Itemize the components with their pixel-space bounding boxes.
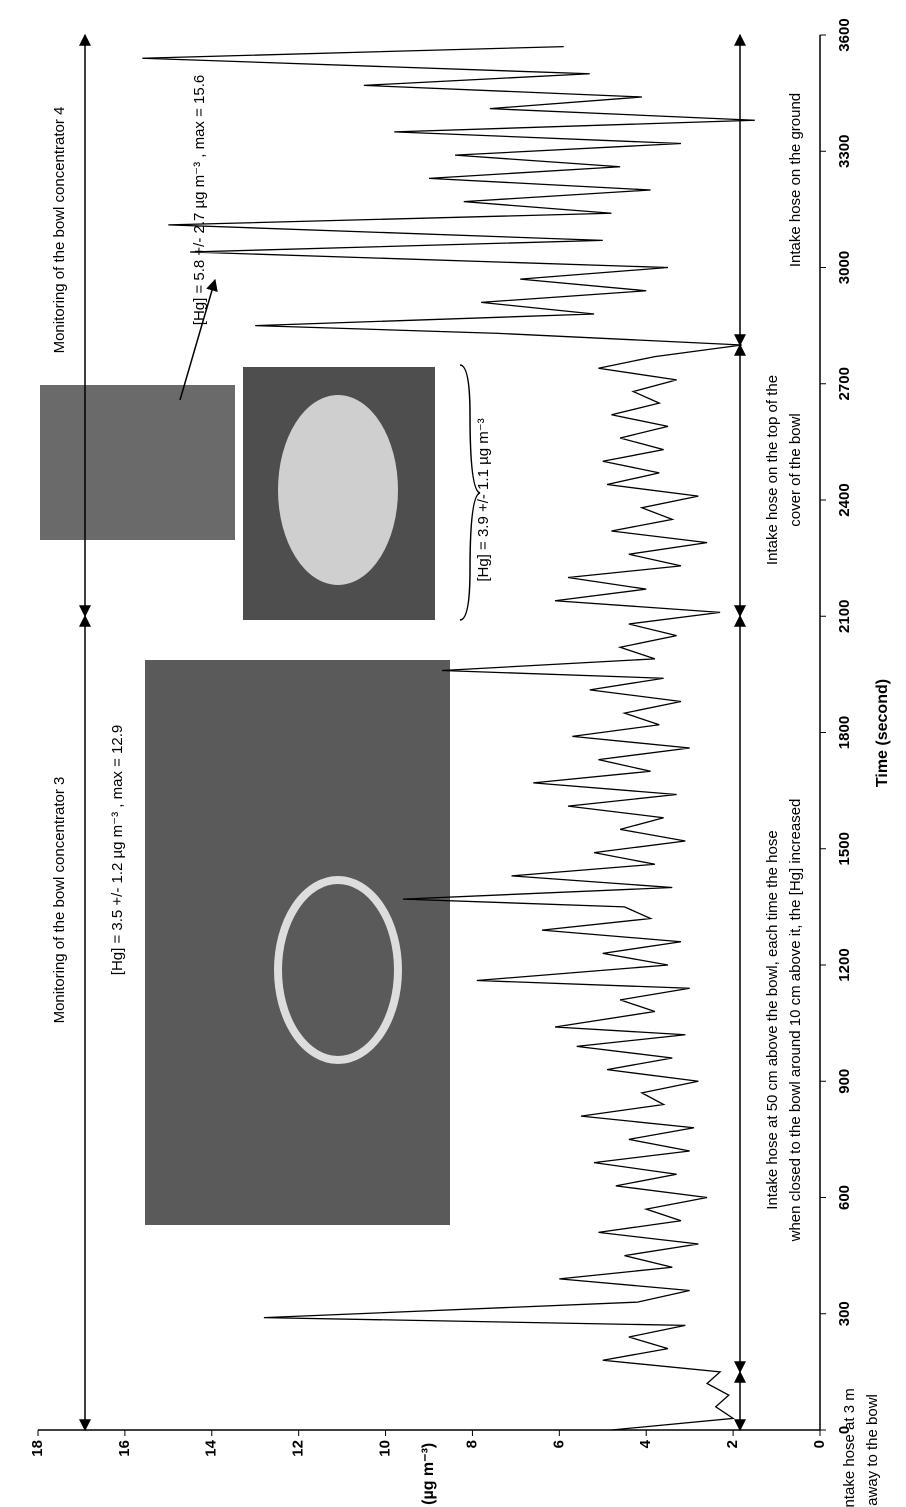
annotation: Intake hose on the top of the: [764, 375, 781, 565]
x-tick-label: 3600: [836, 18, 853, 51]
y-tick-label: 12: [290, 1440, 307, 1457]
y-tick-label: 14: [203, 1439, 220, 1456]
annotation: away to the bowl: [864, 1394, 881, 1506]
annotation: when closed to the bowl around 10 cm abo…: [787, 799, 804, 1243]
x-tick-label: 2100: [836, 600, 853, 633]
y-tick-label: 18: [29, 1440, 46, 1457]
x-tick-label: 1200: [836, 948, 853, 981]
x-axis-label: Time (second): [874, 679, 891, 787]
brace: [459, 364, 481, 621]
x-tick-label: 1500: [836, 832, 853, 865]
y-tick-label: 0: [811, 1440, 828, 1448]
photo-detail: [278, 395, 398, 585]
y-tick-label: 4: [637, 1439, 654, 1448]
data-line: [142, 45, 755, 1431]
pointer-arrow: [179, 278, 218, 401]
y-axis-label: [Hg] (µg m⁻³): [420, 1443, 437, 1507]
x-tick-label: 1800: [836, 716, 853, 749]
x-tick-label: 2700: [836, 367, 853, 400]
annotation: [Hg] = 3.9 +/- 1.1 µg m⁻³: [475, 418, 492, 581]
x-tick-label: 300: [836, 1301, 853, 1326]
x-tick-label: 0: [836, 1426, 853, 1434]
annotation: Intake hose on the ground: [787, 93, 804, 267]
annotation: Monitoring of the bowl concentrator 3: [51, 777, 68, 1024]
annotation: Intake hose at 50 cm above the bowl, eac…: [764, 830, 781, 1209]
annotation: Intake hose at 3 m: [841, 1388, 858, 1507]
x-tick-label: 2400: [836, 483, 853, 516]
photo: [40, 385, 235, 540]
photo-detail: [274, 876, 402, 1064]
plot-frame: Monitoring of the bowl concentrator 3 [H…: [29, 18, 891, 1507]
x-tick-label: 3300: [836, 135, 853, 168]
y-tick-label: 16: [116, 1440, 133, 1457]
annotation: [Hg] = 5.8 +/- 2.7 µg m⁻³ , max = 15.6: [191, 75, 208, 325]
x-tick-label: 3000: [836, 251, 853, 284]
x-tick-label: 600: [836, 1185, 853, 1210]
y-tick-label: 10: [377, 1440, 394, 1457]
y-tick-label: 8: [463, 1440, 480, 1448]
annotation: [Hg] = 3.5 +/- 1.2 µg m⁻³ , max = 12.9: [109, 725, 126, 975]
annotation: cover of the bowl: [787, 413, 804, 526]
x-tick-label: 900: [836, 1069, 853, 1094]
photo: [145, 660, 450, 1225]
y-tick-label: 6: [550, 1440, 567, 1448]
annotation: Monitoring of the bowl concentrator 4: [51, 107, 68, 354]
y-tick-label: 2: [724, 1440, 741, 1448]
